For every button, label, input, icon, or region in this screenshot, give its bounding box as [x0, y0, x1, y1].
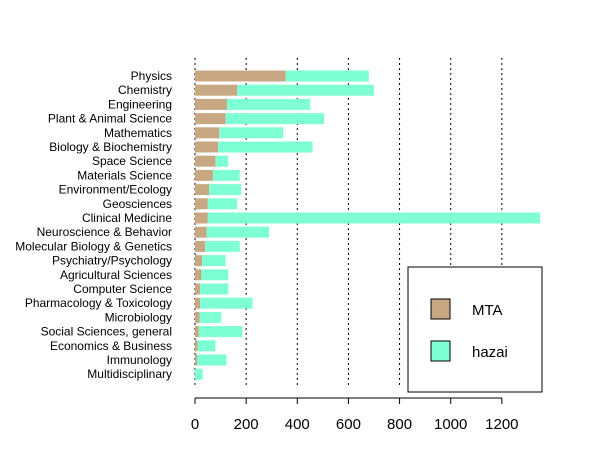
x-tick-label: 400	[285, 416, 310, 433]
category-label: Materials Science	[77, 168, 172, 182]
bar-mta	[195, 155, 216, 167]
bar-hazai	[195, 368, 203, 380]
bar-mta	[195, 127, 220, 139]
category-label: Pharmacology & Toxicology	[25, 296, 172, 310]
category-label: Clinical Medicine	[82, 211, 172, 225]
bar-hazai	[212, 169, 240, 181]
category-label: Psychiatry/Psychology	[52, 254, 172, 268]
bar-hazai	[218, 141, 313, 153]
category-label: Mathematics	[104, 126, 172, 140]
bar-mta	[195, 212, 208, 224]
category-label: Chemistry	[118, 83, 172, 97]
x-tick-label: 600	[336, 416, 361, 433]
category-label: Social Sciences, general	[41, 325, 172, 339]
x-tick-label: 200	[234, 416, 259, 433]
bar-hazai	[198, 326, 243, 338]
bars	[195, 70, 541, 380]
bar-mta	[195, 98, 227, 110]
bar-mta	[195, 169, 213, 181]
bar-mta	[195, 255, 203, 267]
category-label: Plant & Animal Science	[48, 112, 172, 126]
legend: MTA hazai	[407, 266, 543, 393]
bar-hazai	[202, 255, 226, 267]
bar-hazai	[200, 297, 253, 309]
x-axis: 0 200 400 600 800 1000 1200	[191, 397, 519, 433]
category-label: Biology & Biochemistry	[49, 140, 172, 154]
category-label: Molecular Biology & Genetics	[15, 239, 172, 253]
category-label: Economics & Business	[50, 339, 172, 353]
bar-hazai	[205, 240, 240, 252]
bar-hazai	[197, 340, 216, 352]
bar-hazai	[225, 113, 325, 125]
bar-mta	[195, 283, 201, 295]
category-label: Microbiology	[105, 310, 172, 324]
x-tick-label: 1000	[434, 416, 467, 433]
bar-mta	[195, 297, 201, 309]
x-tick-label: 1200	[485, 416, 518, 433]
bar-mta	[195, 269, 202, 281]
category-label: Engineering	[108, 97, 172, 111]
category-label: Environment/Ecology	[59, 183, 172, 197]
bar-hazai	[219, 127, 284, 139]
bar-hazai	[206, 226, 270, 238]
bar-mta	[195, 340, 198, 352]
bar-hazai	[197, 354, 227, 366]
bar-mta	[195, 311, 200, 323]
category-label: Space Science	[92, 154, 172, 168]
category-label: Physics	[131, 69, 172, 83]
bar-mta	[195, 226, 207, 238]
category-label: Multidisciplinary	[87, 367, 172, 381]
bar-mta	[195, 198, 208, 210]
category-label: Immunology	[107, 353, 172, 367]
bar-hazai	[209, 184, 242, 196]
bar-mta	[195, 141, 219, 153]
category-label: Neuroscience & Behavior	[37, 225, 172, 239]
legend-box	[407, 266, 543, 393]
bar-hazai	[226, 98, 311, 110]
bar-mta	[195, 354, 198, 366]
bar-mta	[195, 84, 238, 96]
bar-hazai	[207, 198, 238, 210]
legend-swatch-hazai	[430, 340, 451, 362]
bar-mta	[195, 70, 286, 82]
bar-mta	[195, 113, 226, 125]
category-label: Computer Science	[73, 282, 172, 296]
bar-hazai	[285, 70, 369, 82]
bar-mta	[195, 326, 199, 338]
legend-label-mta: MTA	[472, 302, 503, 319]
bar-hazai	[200, 283, 229, 295]
bar-hazai	[237, 84, 374, 96]
bar-mta	[195, 184, 210, 196]
bar-hazai	[199, 311, 222, 323]
legend-label-hazai: hazai	[472, 344, 508, 361]
bar-hazai	[215, 155, 229, 167]
category-label: Agricultural Sciences	[60, 268, 172, 282]
bar-hazai	[207, 212, 541, 224]
bar-mta	[195, 240, 206, 252]
legend-swatch-mta	[430, 298, 451, 320]
x-tick-label: 0	[191, 416, 199, 433]
x-tick-label: 800	[387, 416, 412, 433]
category-label: Geosciences	[103, 197, 172, 211]
bar-hazai	[201, 269, 229, 281]
